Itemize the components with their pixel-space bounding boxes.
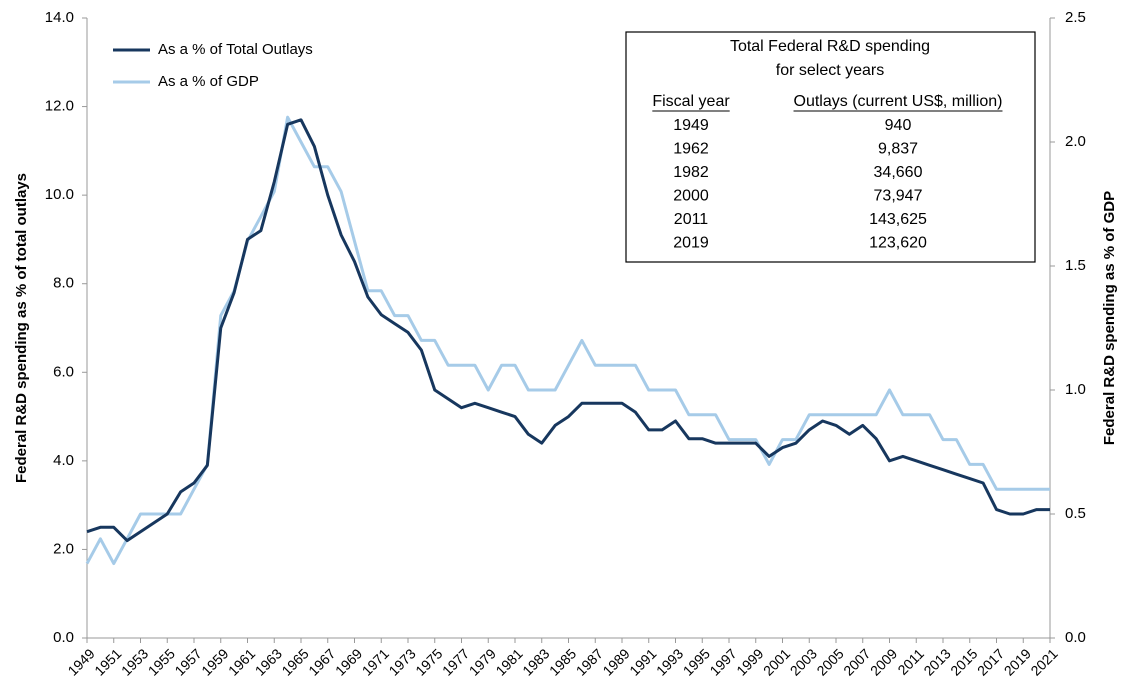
x-tick-label: 1993: [653, 645, 686, 678]
table-cell: 940: [885, 117, 912, 134]
x-tick-label: 1965: [278, 645, 311, 678]
y2-tick-label: 1.5: [1065, 257, 1086, 274]
x-tick-label: 1977: [439, 645, 472, 678]
x-tick-label: 2005: [813, 645, 846, 678]
table-cell: 1949: [673, 117, 709, 134]
table-cell: 123,620: [869, 235, 927, 252]
table-cell: 2011: [674, 211, 709, 228]
x-tick-label: 1951: [91, 645, 124, 678]
x-tick-label: 2015: [947, 645, 980, 678]
x-tick-label: 1969: [332, 645, 365, 678]
y-tick-label: 4.0: [53, 452, 74, 469]
y2-tick-label: 2.5: [1065, 9, 1086, 26]
legend-label: As a % of GDP: [158, 73, 259, 90]
x-tick-label: 1989: [599, 645, 632, 678]
y-tick-label: 14.0: [45, 9, 74, 26]
x-tick-label: 2019: [1001, 645, 1034, 678]
x-tick-label: 1959: [198, 645, 231, 678]
x-tick-label: 1955: [145, 645, 178, 678]
x-tick-label: 1953: [118, 645, 151, 678]
x-tick-label: 1975: [412, 645, 445, 678]
x-tick-label: 1963: [252, 645, 285, 678]
x-tick-label: 1995: [680, 645, 713, 678]
series-line: [86, 118, 1050, 543]
x-tick-label: 1967: [305, 645, 338, 678]
legend-label: As a % of Total Outlays: [158, 41, 313, 58]
x-tick-label: 1971: [359, 645, 392, 678]
table-cell: 1982: [673, 164, 709, 181]
x-tick-label: 1979: [466, 645, 499, 678]
table-title: for select years: [776, 62, 884, 79]
table-cell: 9,837: [878, 141, 918, 158]
y-axis-label: Federal R&D spending as % of total outla…: [13, 173, 30, 483]
table-header: Fiscal year: [652, 93, 730, 110]
y2-axis-label: Federal R&D spending as % of GDP: [1101, 191, 1118, 445]
x-tick-label: 1987: [573, 645, 606, 678]
table-title: Total Federal R&D spending: [730, 38, 930, 55]
x-tick-label: 1949: [64, 645, 97, 678]
x-tick-label: 1997: [706, 645, 739, 678]
table-frame: [625, 31, 1036, 263]
x-tick-label: 2011: [894, 645, 927, 678]
x-tick-label: 1991: [626, 645, 659, 678]
x-tick-label: 1981: [492, 645, 525, 678]
y-tick-label: 2.0: [53, 540, 74, 557]
y-tick-label: 8.0: [53, 275, 74, 292]
x-tick-label: 2017: [974, 645, 1007, 678]
table-cell: 34,660: [874, 164, 923, 181]
x-tick-label: 1985: [546, 645, 579, 678]
x-tick-label: 1957: [171, 645, 204, 678]
y-tick-label: 10.0: [45, 186, 74, 203]
y-tick-label: 0.0: [53, 629, 74, 646]
y-tick-label: 6.0: [53, 363, 74, 380]
x-tick-label: 1961: [225, 645, 258, 678]
y-tick-label: 12.0: [45, 98, 74, 115]
x-tick-label: 1973: [385, 645, 418, 678]
table-cell: 2019: [673, 235, 709, 252]
x-tick-label: 2007: [840, 645, 873, 678]
x-tick-label: 2009: [867, 645, 900, 678]
x-tick-label: 2021: [1027, 645, 1060, 678]
table-cell: 1962: [673, 141, 709, 158]
y2-tick-label: 0.0: [1065, 629, 1086, 646]
table-header: Outlays (current US$, million): [794, 93, 1003, 110]
x-tick-label: 2013: [920, 645, 953, 678]
x-tick-label: 1983: [519, 645, 552, 678]
y2-tick-label: 0.5: [1065, 505, 1086, 522]
x-tick-label: 2001: [760, 645, 793, 678]
y2-tick-label: 2.0: [1065, 133, 1086, 150]
table-cell: 2000: [673, 188, 709, 205]
x-tick-label: 2003: [787, 645, 820, 678]
table-cell: 143,625: [869, 211, 927, 228]
y2-tick-label: 1.0: [1065, 381, 1086, 398]
x-tick-label: 1999: [733, 645, 766, 678]
table-cell: 73,947: [874, 188, 923, 205]
